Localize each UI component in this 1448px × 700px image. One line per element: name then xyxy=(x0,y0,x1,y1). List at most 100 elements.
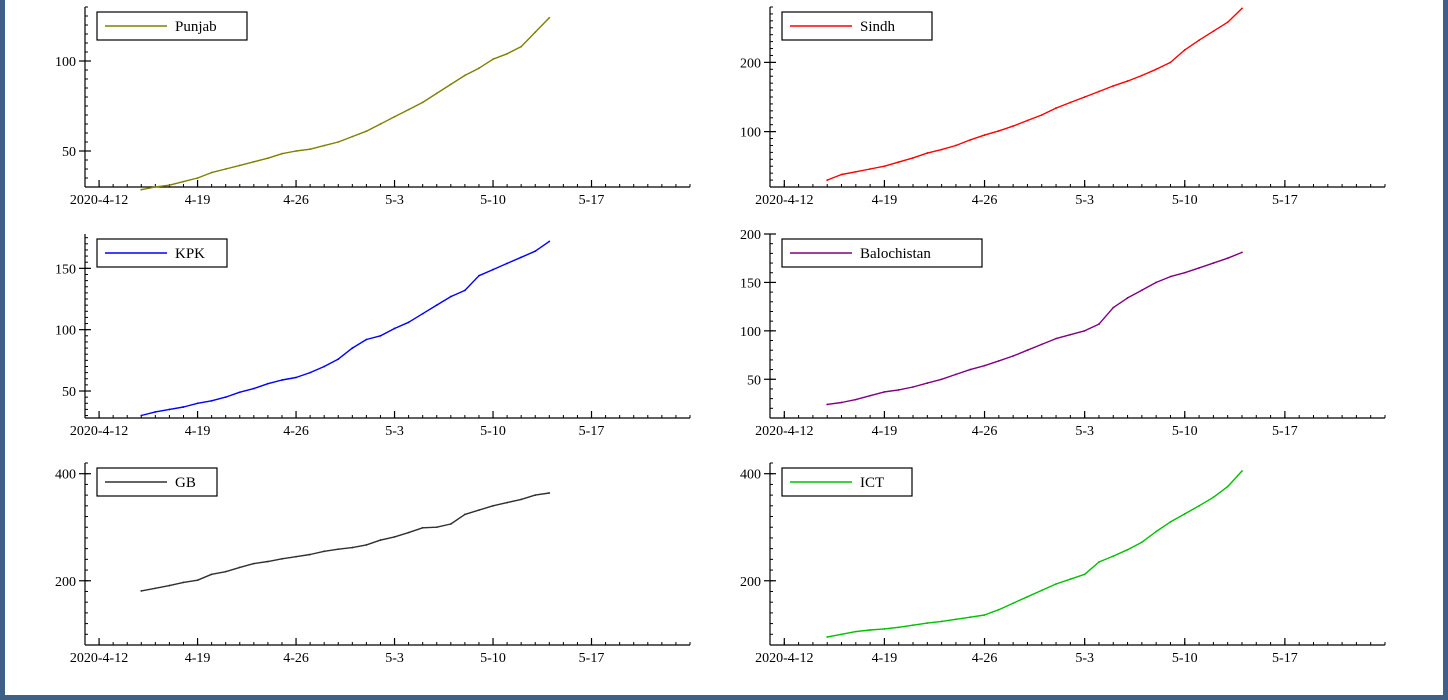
data-point xyxy=(492,504,494,507)
data-point xyxy=(826,636,829,638)
data-point xyxy=(548,492,551,494)
data-point xyxy=(154,186,157,188)
data-point xyxy=(534,494,537,497)
data-point xyxy=(1169,275,1172,278)
series-line-gb xyxy=(141,492,550,592)
data-point xyxy=(926,382,929,385)
data-point xyxy=(1155,530,1158,533)
data-point xyxy=(182,180,185,183)
data-point xyxy=(1040,589,1043,592)
x-tick-label: 5-3 xyxy=(385,651,404,666)
data-point xyxy=(1055,107,1057,109)
data-point xyxy=(1241,7,1243,10)
data-point xyxy=(492,268,494,271)
data-point xyxy=(351,347,354,349)
data-point xyxy=(337,548,340,551)
data-point xyxy=(449,523,452,525)
y-tick-label: 200 xyxy=(740,575,761,590)
data-point xyxy=(337,358,340,361)
data-point xyxy=(1112,555,1115,558)
data-point xyxy=(1155,68,1158,71)
data-point xyxy=(1126,548,1129,551)
data-point xyxy=(449,295,452,298)
y-tick-label: 150 xyxy=(55,262,76,277)
data-point xyxy=(826,179,829,181)
x-tick-label: 5-10 xyxy=(480,424,506,439)
data-point xyxy=(1140,541,1143,544)
panel-punjab: 2020-4-12 4-19 4-26 5-3 5-10 5-17 50 100 Punjab xyxy=(55,6,691,208)
data-point xyxy=(840,401,843,404)
data-point xyxy=(365,544,368,546)
data-point xyxy=(154,410,157,413)
data-point xyxy=(955,618,957,621)
data-point xyxy=(1069,101,1072,104)
data-point xyxy=(548,16,551,19)
data-point xyxy=(238,164,241,167)
x-tick-label: 5-3 xyxy=(385,193,404,208)
series-line-kpk xyxy=(141,240,550,417)
data-point xyxy=(912,386,914,388)
y-tick-label: 200 xyxy=(740,56,761,71)
x-tick-label: 2020-4-12 xyxy=(70,424,128,439)
x-tick-label: 5-10 xyxy=(1172,651,1198,666)
y-tick-label: 150 xyxy=(740,276,761,291)
data-point xyxy=(1083,96,1086,98)
data-point xyxy=(224,168,227,170)
data-point xyxy=(1140,74,1143,77)
data-point xyxy=(869,629,872,631)
x-tick-label: 5-10 xyxy=(1172,193,1198,208)
x-tick-label: 4-19 xyxy=(872,651,898,666)
data-point xyxy=(883,628,886,630)
data-point xyxy=(295,555,297,558)
data-point xyxy=(210,171,213,174)
y-tick-label: 100 xyxy=(55,55,76,70)
data-point xyxy=(281,379,283,381)
data-point xyxy=(449,83,452,86)
data-point xyxy=(1226,21,1229,24)
data-point xyxy=(196,402,199,405)
data-point xyxy=(168,408,171,411)
data-point xyxy=(281,557,283,560)
y-tick-label: 50 xyxy=(62,145,76,160)
data-point xyxy=(1241,470,1243,472)
x-tick-label: 5-17 xyxy=(579,651,605,666)
data-point xyxy=(323,144,326,147)
panel-balochistan: 2020-4-12 4-19 4-26 5-3 5-10 5-17 50 100 150 200 B… xyxy=(740,228,1386,439)
data-point xyxy=(1026,595,1029,598)
data-point xyxy=(1098,90,1100,93)
data-point xyxy=(883,390,886,393)
data-point xyxy=(997,359,1000,362)
data-point xyxy=(463,289,466,292)
data-point xyxy=(897,161,900,163)
x-tick-label: 4-26 xyxy=(283,193,309,208)
data-point xyxy=(926,622,929,624)
data-point xyxy=(1069,578,1072,581)
data-point xyxy=(869,394,872,397)
x-tick-label: 4-19 xyxy=(872,424,898,439)
panel-ict: 2020-4-12 4-19 4-26 5-3 5-10 5-17 200 400 ICT xyxy=(740,462,1386,666)
data-point xyxy=(224,570,227,573)
data-point xyxy=(1069,333,1072,336)
data-point xyxy=(1040,343,1043,346)
data-point xyxy=(168,184,171,187)
data-point xyxy=(238,566,241,569)
data-point xyxy=(154,587,157,590)
data-point xyxy=(506,501,508,504)
data-point xyxy=(1155,281,1158,284)
data-point xyxy=(940,148,943,151)
series-line-sindh xyxy=(826,7,1243,181)
x-tick-label: 2020-4-12 xyxy=(755,193,813,208)
data-point xyxy=(1126,80,1129,82)
data-point xyxy=(534,250,537,253)
data-point xyxy=(1212,262,1215,264)
x-tick-label: 5-17 xyxy=(1272,651,1298,666)
data-point xyxy=(224,396,227,399)
data-point xyxy=(1012,355,1015,357)
data-point xyxy=(534,31,537,34)
data-point xyxy=(955,373,957,376)
panel-gb: 2020-4-12 4-19 4-26 5-3 5-10 5-17 200 400 GB xyxy=(55,462,691,666)
data-point xyxy=(1026,119,1029,122)
data-point xyxy=(997,130,1000,132)
data-point xyxy=(840,633,843,636)
